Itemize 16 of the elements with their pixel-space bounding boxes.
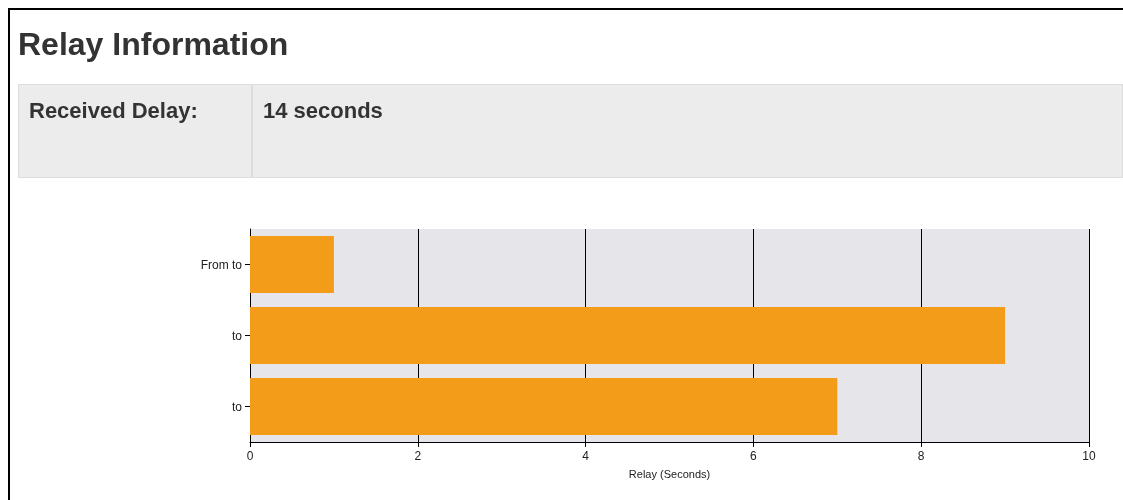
- x-tick-label: 6: [750, 449, 758, 463]
- bar: [250, 378, 838, 435]
- y-tick-label: to: [231, 399, 243, 414]
- bar: [250, 307, 1006, 364]
- x-tick-label: 4: [582, 449, 590, 463]
- chart-title: Relay Information: [17, 25, 290, 64]
- y-tick-label: to: [231, 328, 243, 343]
- x-tick-label: 2: [414, 449, 422, 463]
- text: Received Delay:: [19, 85, 253, 177]
- x-tick-label: 8: [917, 449, 925, 463]
- y-tick-label: From to: [200, 257, 243, 272]
- text: 14 seconds: [262, 97, 384, 125]
- x-axis-title: Relay (Seconds): [628, 467, 711, 480]
- bar: [250, 236, 334, 293]
- x-tick-label: 10: [1082, 449, 1096, 463]
- x-tick-label: 0: [246, 449, 254, 463]
